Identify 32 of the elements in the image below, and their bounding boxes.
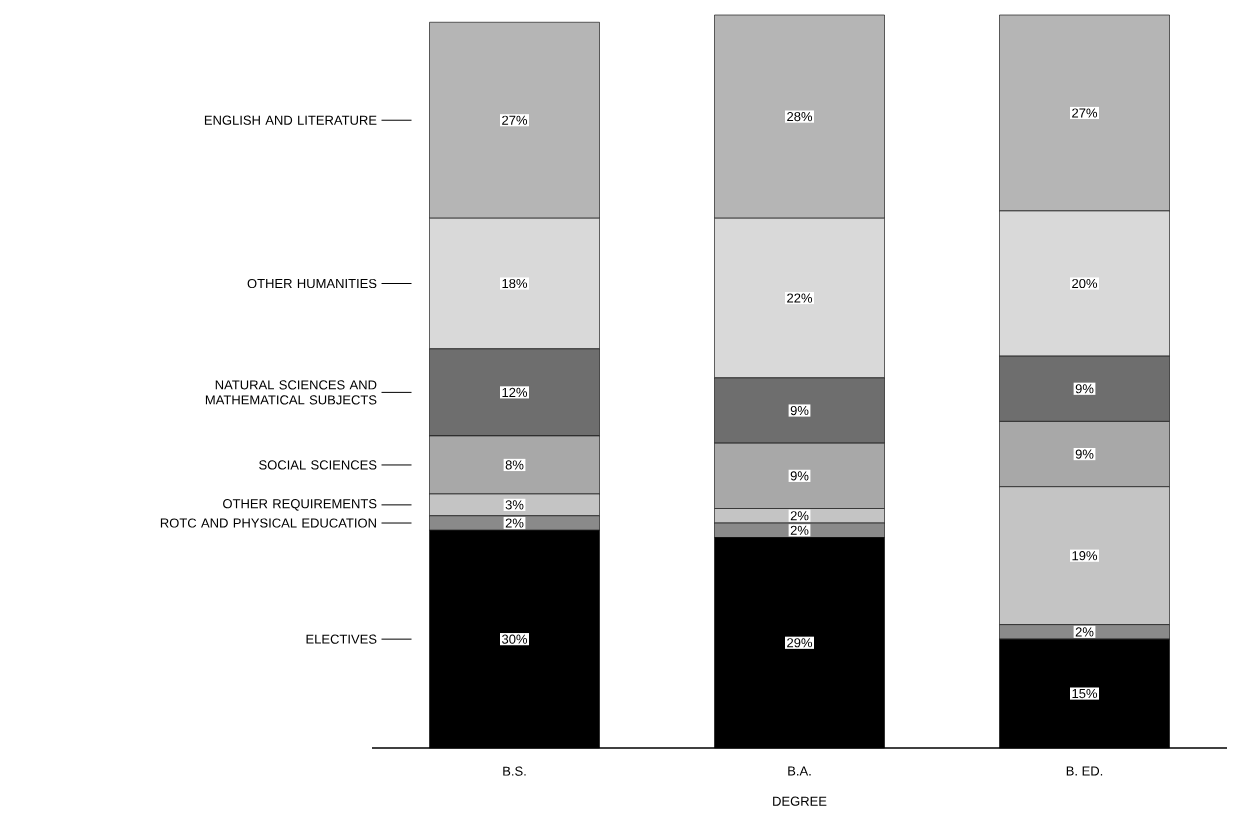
data-label: 3% — [505, 500, 524, 510]
data-label: 2% — [790, 511, 809, 521]
data-label: 2% — [1075, 627, 1094, 637]
x-axis-title: DEGREE — [773, 796, 827, 806]
legend-label: ENGLISH AND LITERATURE — [204, 115, 377, 125]
legend-label: SOCIAL SCIENCES — [259, 460, 377, 470]
data-label: 28% — [787, 111, 813, 122]
data-label: 9% — [1075, 449, 1094, 459]
x-tick-label: B. ED. — [1066, 766, 1103, 776]
data-label: 9% — [1075, 384, 1094, 394]
data-label: 27% — [502, 115, 528, 125]
data-label: 22% — [787, 293, 813, 303]
data-label: 2% — [790, 525, 809, 535]
data-label: 18% — [502, 278, 528, 289]
data-label: 30% — [502, 634, 528, 644]
data-label: 8% — [505, 460, 524, 470]
data-label: 9% — [790, 405, 809, 416]
data-label: 2% — [505, 518, 524, 528]
data-label: 9% — [790, 471, 809, 481]
legend-label: ELECTIVES — [306, 634, 377, 644]
x-tick-label: B.S. — [503, 766, 526, 776]
legend-label: OTHER HUMANITIES — [247, 278, 377, 289]
legend-label: OTHER REQUIREMENTS — [223, 499, 377, 511]
x-tick-label: B.A. — [788, 766, 811, 776]
data-label: 12% — [502, 387, 528, 397]
data-label: 29% — [787, 638, 813, 648]
data-label: 19% — [1072, 551, 1098, 561]
data-label: 15% — [1072, 689, 1098, 699]
legend-label: NATURAL SCIENCES AND MATHEMATICAL SUBJECTS — [205, 380, 377, 405]
data-label: 27% — [1072, 108, 1098, 118]
legend-label: ROTC AND PHYSICAL EDUCATION — [160, 518, 376, 528]
data-label: 20% — [1072, 278, 1098, 289]
